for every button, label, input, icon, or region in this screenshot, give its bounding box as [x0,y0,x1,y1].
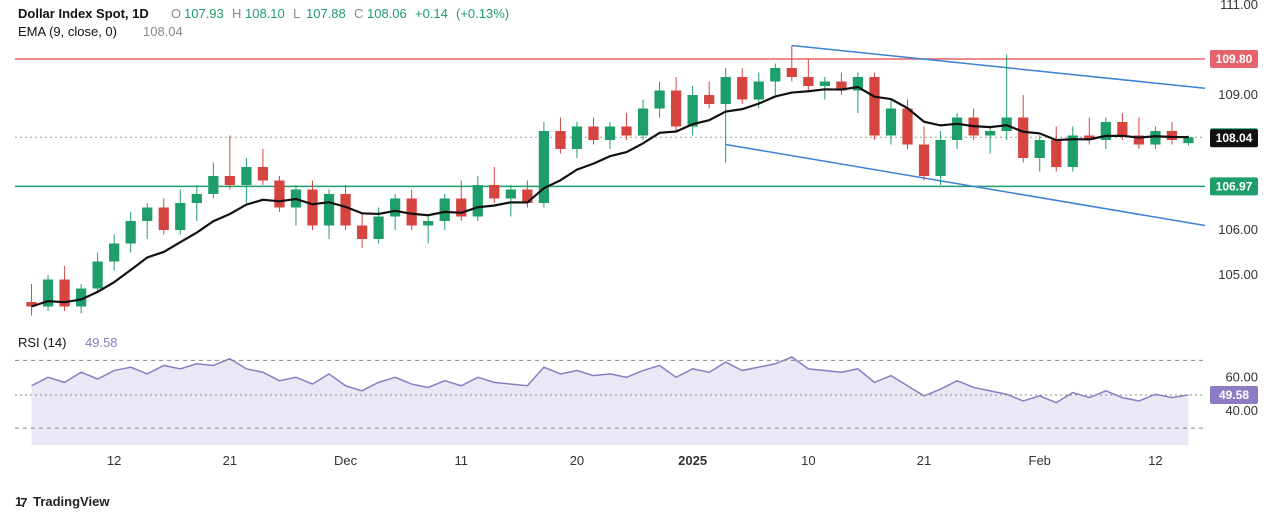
svg-text:49.58: 49.58 [1219,388,1249,402]
svg-text:109.80: 109.80 [1216,52,1253,66]
svg-text:106.00: 106.00 [1218,222,1258,237]
svg-text:108.04: 108.04 [143,24,183,39]
svg-text:11: 11 [455,453,469,468]
svg-text:49.58: 49.58 [85,335,118,350]
svg-text:21: 21 [223,453,237,468]
tradingview-logo-icon: 17 [15,494,25,509]
svg-text:108.10: 108.10 [245,6,285,21]
svg-text:12: 12 [1148,453,1162,468]
svg-text:Feb: Feb [1029,453,1051,468]
svg-text:+0.14: +0.14 [415,6,448,21]
svg-text:107.93: 107.93 [184,6,224,21]
svg-text:111.00: 111.00 [1220,0,1258,12]
svg-text:108.04: 108.04 [1216,131,1253,145]
svg-text:(+0.13%): (+0.13%) [456,6,509,21]
svg-text:60.00: 60.00 [1225,369,1258,384]
svg-text:Dollar Index Spot, 1D: Dollar Index Spot, 1D [18,6,149,21]
svg-text:EMA (9, close, 0): EMA (9, close, 0) [18,24,117,39]
watermark: 17 TradingView [15,494,109,509]
svg-text:40.00: 40.00 [1225,403,1258,418]
watermark-text: TradingView [33,494,109,509]
svg-text:H: H [232,6,241,21]
svg-text:20: 20 [570,453,584,468]
svg-text:O: O [171,6,181,21]
svg-text:10: 10 [801,453,815,468]
svg-text:C: C [354,6,363,21]
svg-text:RSI (14): RSI (14) [18,335,66,350]
svg-text:105.00: 105.00 [1218,267,1258,282]
price-chart[interactable]: 105.00 106.00 109.00 111.00 109.80 106.97 108.… [0,0,1280,515]
svg-text:Dec: Dec [334,453,358,468]
svg-text:109.00: 109.00 [1218,87,1258,102]
svg-text:L: L [293,6,300,21]
svg-text:108.06: 108.06 [367,6,407,21]
svg-text:107.88: 107.88 [306,6,346,21]
svg-text:21: 21 [917,453,931,468]
svg-text:2025: 2025 [678,453,707,468]
svg-text:106.97: 106.97 [1216,179,1253,193]
svg-text:12: 12 [107,453,121,468]
